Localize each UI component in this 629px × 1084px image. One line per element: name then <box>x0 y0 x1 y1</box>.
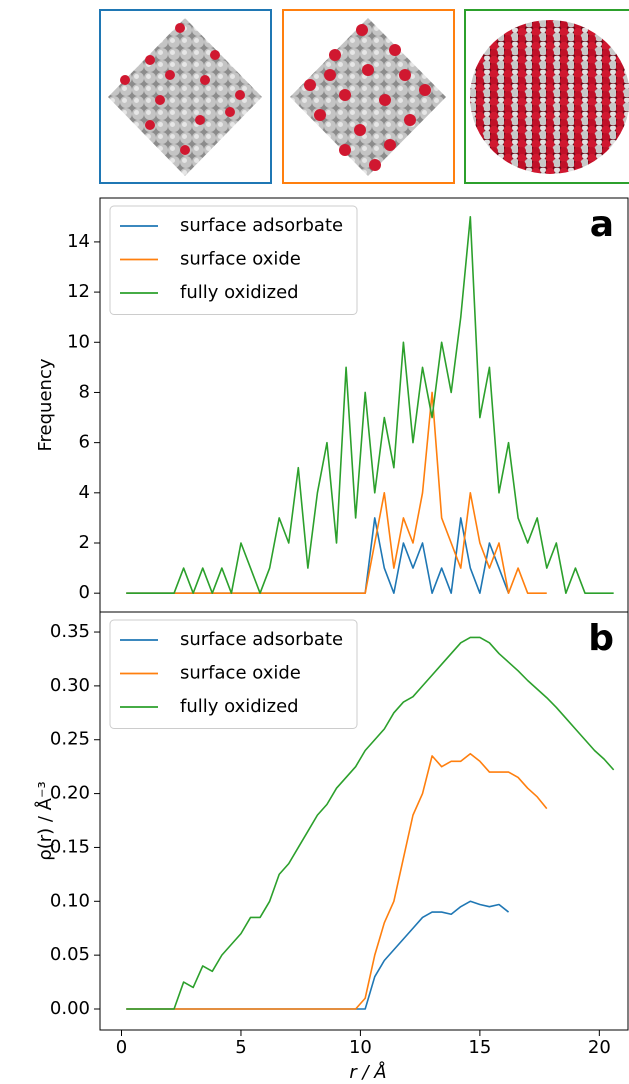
y-tick-label: 6 <box>79 432 90 453</box>
nanoparticle <box>470 20 629 174</box>
y-tick-label: 0.15 <box>50 836 90 857</box>
y-tick-label: 4 <box>79 482 90 503</box>
legend-box <box>109 619 358 729</box>
y-axis-label: ρ(r) / Å⁻³ <box>34 781 56 860</box>
legend-label: surface oxide <box>180 249 301 270</box>
x-tick-label: 5 <box>235 1037 246 1058</box>
y-tick-label: 0.30 <box>50 675 90 696</box>
y-tick-label: 2 <box>79 532 90 553</box>
legend-box <box>109 205 358 315</box>
chart-panel: 0.00 0.05 0.10 0.15 0.20 0.25 0.30 0.35 0 5 10 15 20… <box>34 611 629 1083</box>
y-tick-label: 0.20 <box>50 783 90 804</box>
legend-label: surface adsorbate <box>180 215 343 236</box>
nanoparticle <box>290 18 446 176</box>
y-tick-label: 0 <box>79 582 90 603</box>
x-tick-label: 10 <box>349 1037 372 1058</box>
legend-label: surface adsorbate <box>180 629 343 650</box>
series-line <box>126 216 614 594</box>
legend-label: fully oxidized <box>180 696 299 717</box>
thumbnail-frame <box>282 9 455 184</box>
x-axis-label: r / Å <box>349 1061 386 1083</box>
y-tick-label: 0.25 <box>50 729 90 750</box>
legend-label: surface oxide <box>180 663 301 684</box>
plot-frame <box>99 611 629 1031</box>
series-line <box>126 752 548 1010</box>
y-tick-label: 0.05 <box>50 944 90 965</box>
y-tick-label: 14 <box>67 231 90 252</box>
series-line <box>126 900 510 1010</box>
adsorbates <box>120 23 245 155</box>
series-line <box>126 391 547 594</box>
y-tick-label: 12 <box>67 281 90 302</box>
series-line <box>126 517 510 594</box>
y-tick-label: 10 <box>67 331 90 352</box>
y-tick-label: 0.00 <box>50 998 90 1019</box>
y-tick-label: 0.35 <box>50 621 90 642</box>
legend-label: fully oxidized <box>180 282 299 303</box>
y-tick-label: 8 <box>79 381 90 402</box>
chart-panel: 0 2 4 6 8 10 12 14 Frequency a surface adsorbate su… <box>35 197 629 613</box>
structure-thumbnails <box>99 9 629 184</box>
y-axis-label: Frequency <box>35 358 56 451</box>
x-tick-label: 0 <box>116 1037 127 1058</box>
thumbnail-frame <box>464 9 629 184</box>
x-tick-label: 20 <box>588 1037 611 1058</box>
x-tick-label: 15 <box>468 1037 491 1058</box>
y-tick-label: 0.10 <box>50 890 90 911</box>
oxide-layer <box>304 24 431 171</box>
panel-label: a <box>590 204 614 245</box>
series-line <box>126 636 615 1010</box>
thumbnail-frame <box>99 9 272 184</box>
panel-label: b <box>588 618 614 659</box>
